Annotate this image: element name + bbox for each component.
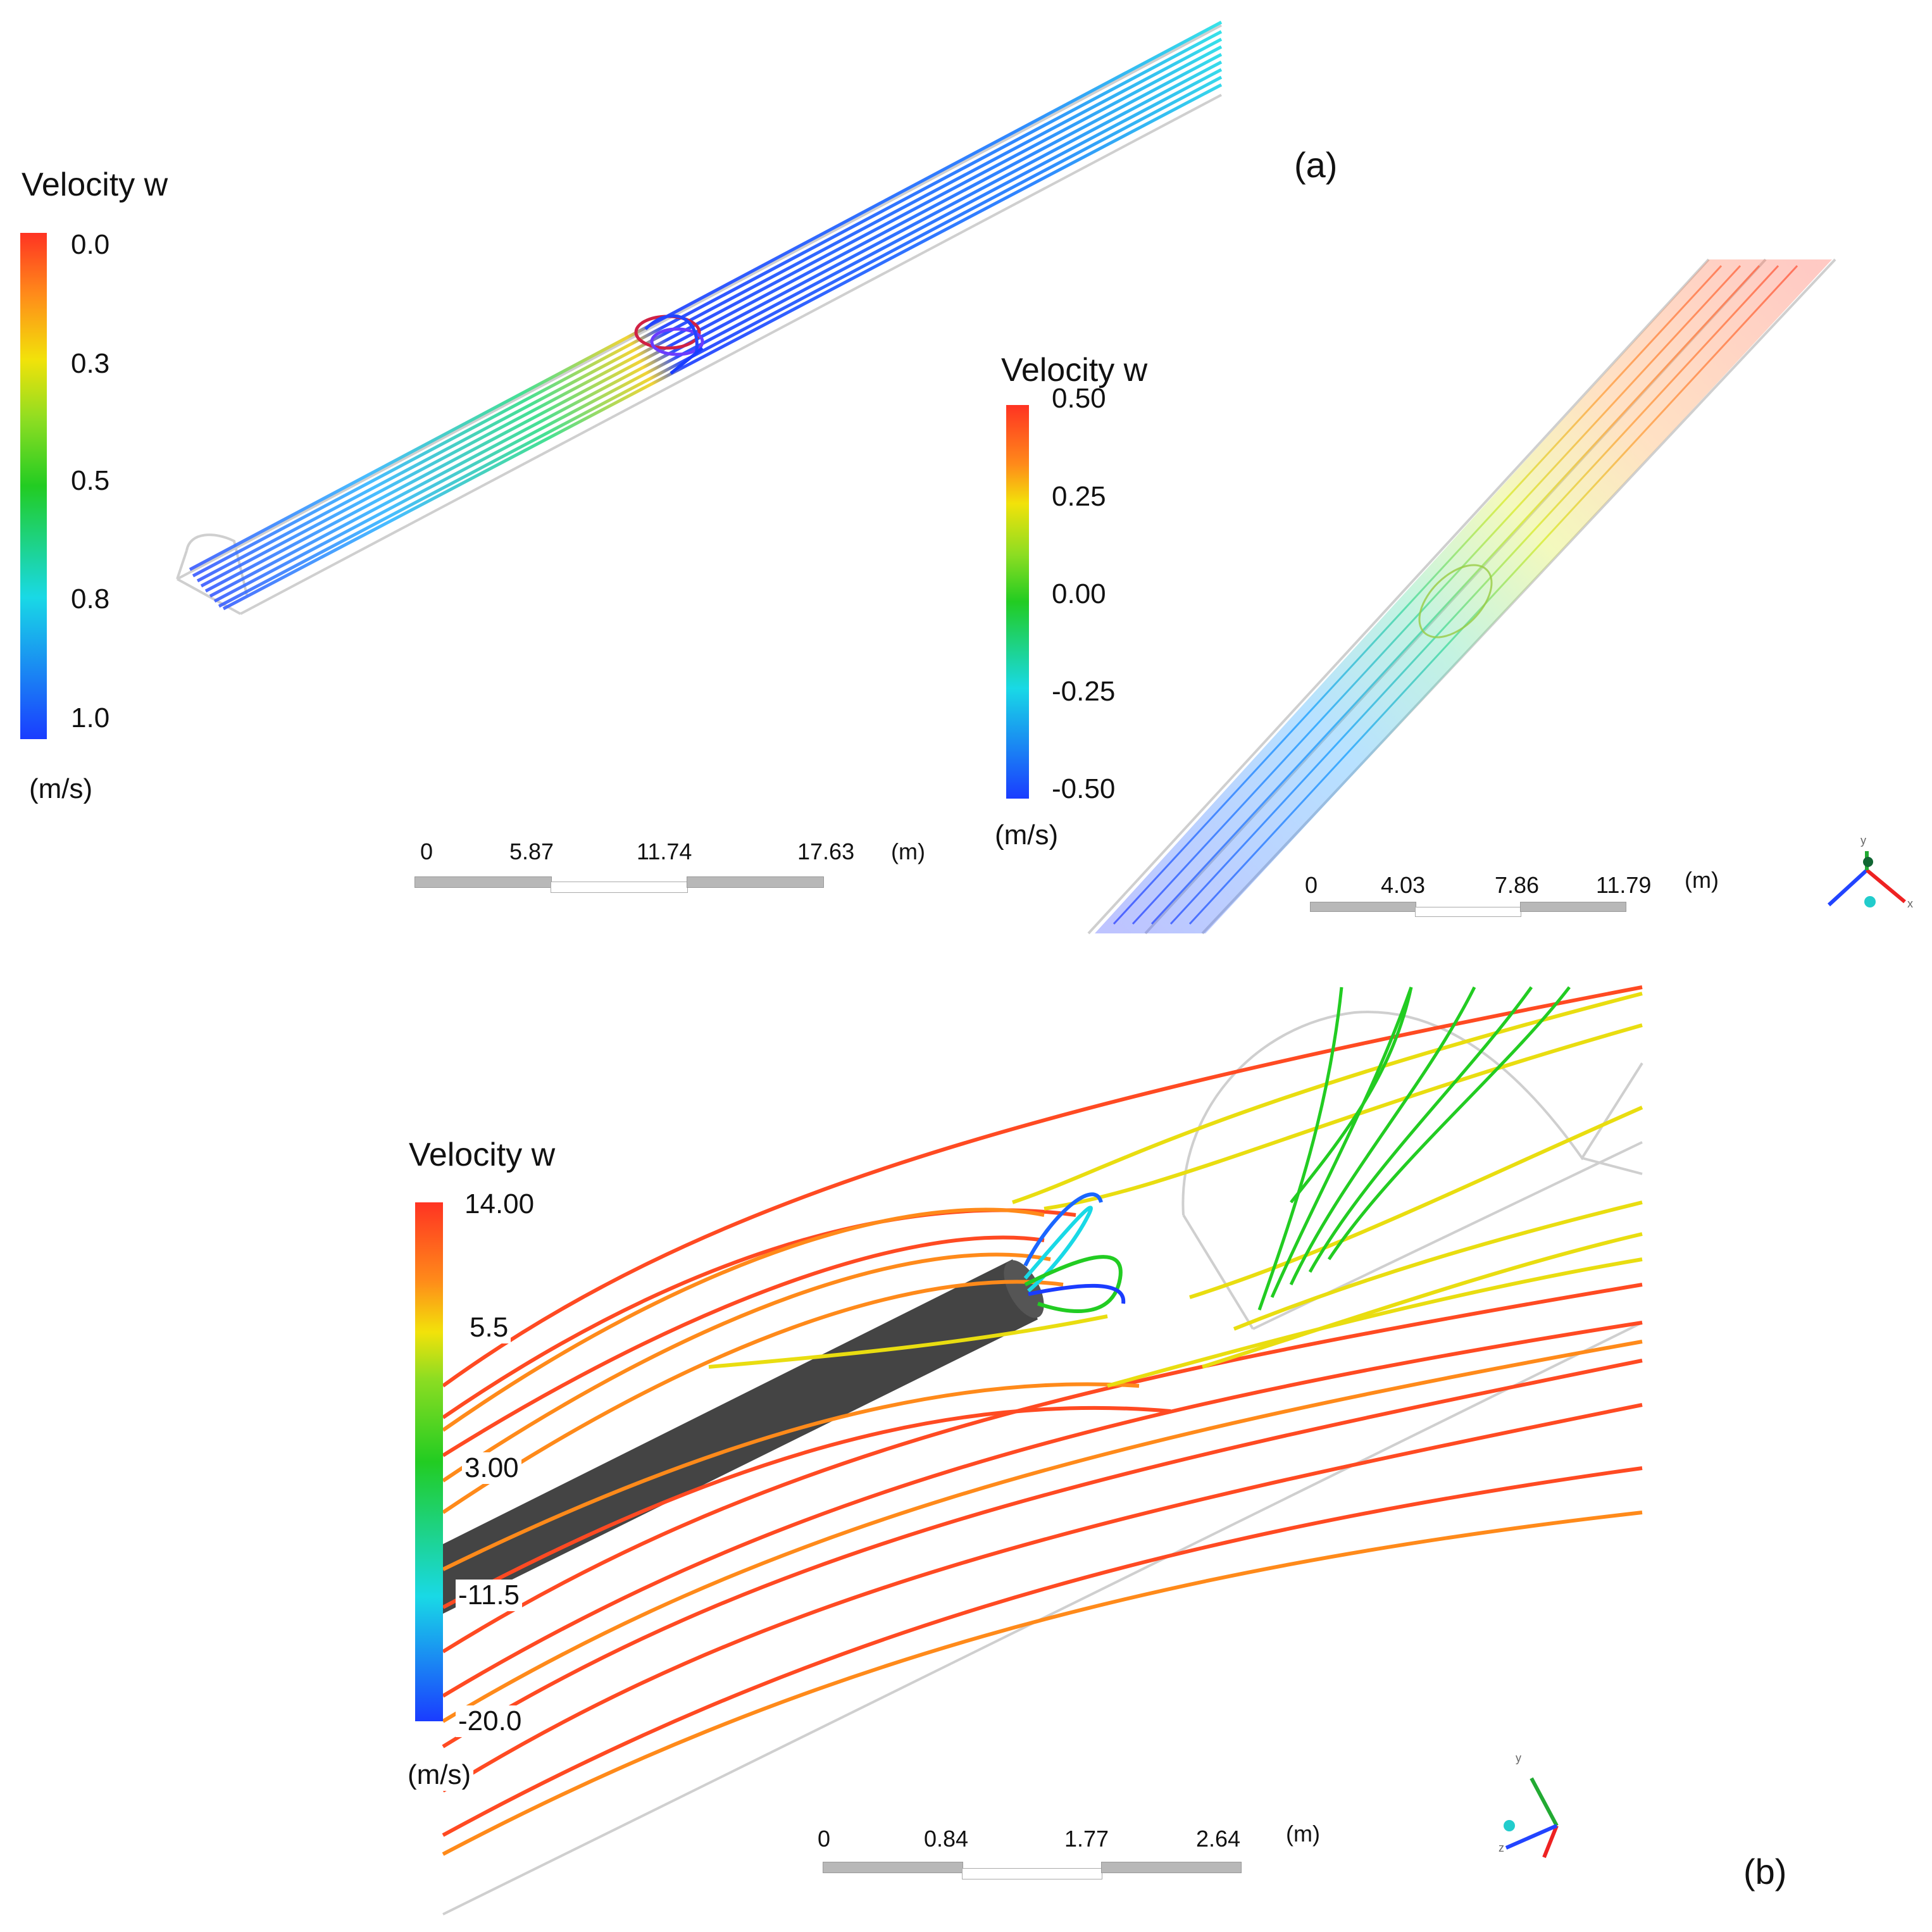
legend-a2-tick-4: -0.25 xyxy=(1052,676,1116,707)
legend-a1-tick-2: 0.3 xyxy=(71,348,110,379)
legend-a1-title: Velocity w xyxy=(22,166,168,203)
scale-b-label-4: 2.64 xyxy=(1196,1826,1241,1852)
vector-field-a2-arrows xyxy=(1112,265,1798,925)
axis-triad-a-label-y: y xyxy=(1860,834,1866,847)
axis-triad-b-label-y: y xyxy=(1516,1752,1521,1764)
legend-b-tick-4: -11.5 xyxy=(456,1580,523,1611)
scale-b-label-1: 0 xyxy=(818,1826,831,1852)
streamlines-b-green xyxy=(1257,986,1571,1311)
legend-a1-tick-4: 0.8 xyxy=(71,583,110,614)
legend-a2-tick-2: 0.25 xyxy=(1052,481,1106,512)
legend-a2-title: Velocity w xyxy=(1001,352,1148,389)
legend-b-tick-3: 3.00 xyxy=(462,1452,521,1484)
legend-b-tick-2: 5.5 xyxy=(467,1312,511,1343)
scale-a1-label-1: 0 xyxy=(420,838,433,864)
axis-triad-b-label-z: z xyxy=(1499,1842,1504,1854)
scale-a1-unit: (m) xyxy=(891,838,925,864)
jet-exit-loops xyxy=(1023,1192,1126,1313)
tunnel-a1-graphic xyxy=(176,20,1223,615)
axis-triad-a xyxy=(1827,851,1906,907)
legend-a1-tick-1: 0.0 xyxy=(71,229,110,260)
legend-b-tick-5: -20.0 xyxy=(456,1705,525,1737)
legend-a2-tick-1: 0.50 xyxy=(1052,383,1106,414)
scale-a2-label-1: 0 xyxy=(1305,872,1318,898)
streamlines-b-orange xyxy=(442,1207,1643,1856)
scale-a2-label-3: 7.86 xyxy=(1495,872,1540,898)
vector-field-a2-eddy xyxy=(1418,564,1493,639)
axis-triad-a-label-x: x xyxy=(1907,897,1913,910)
scale-a2-unit: (m) xyxy=(1685,867,1719,893)
scale-a1-label-4: 17.63 xyxy=(797,838,855,864)
scale-a1-bar xyxy=(414,876,824,893)
streamlines-b-red xyxy=(442,985,1643,1837)
scale-a2-label-2: 4.03 xyxy=(1381,872,1426,898)
scale-a2-bar xyxy=(1310,902,1626,917)
legend-a1-unit: (m/s) xyxy=(29,773,93,804)
tunnel-a1-outline xyxy=(176,24,1222,615)
scale-b-bar xyxy=(823,1862,1242,1879)
legend-a2-tick-3: 0.00 xyxy=(1052,578,1106,609)
panel-label-a: (a) xyxy=(1294,145,1338,185)
legend-b-tick-1: 14.00 xyxy=(462,1188,537,1220)
legend-a1-tick-5: 1.0 xyxy=(71,702,110,733)
streamlines-b-yellow xyxy=(708,992,1643,1388)
streamlines-a1 xyxy=(189,20,1223,611)
legend-b-unit: (m/s) xyxy=(405,1759,474,1791)
legend-a2-unit: (m/s) xyxy=(995,820,1059,851)
legend-b-colorbar xyxy=(415,1202,443,1721)
scale-a2-label-4: 11.79 xyxy=(1596,872,1652,898)
vortex-a1 xyxy=(634,314,704,375)
scale-a1-label-3: 11.74 xyxy=(637,838,692,864)
legend-b-title: Velocity w xyxy=(409,1137,556,1173)
legend-a2-colorbar xyxy=(1006,405,1029,799)
legend-a2-tick-5: -0.50 xyxy=(1052,773,1116,804)
tunnel-a2-graphic xyxy=(1087,258,1836,935)
scale-a1-label-2: 5.87 xyxy=(509,838,554,864)
scale-b-label-3: 1.77 xyxy=(1064,1826,1109,1852)
scale-b-label-2: 0.84 xyxy=(924,1826,969,1852)
legend-a1-tick-3: 0.5 xyxy=(71,465,110,496)
panel-label-b: (b) xyxy=(1743,1852,1787,1891)
scale-b-unit: (m) xyxy=(1286,1821,1320,1847)
legend-a1-colorbar xyxy=(20,233,47,739)
